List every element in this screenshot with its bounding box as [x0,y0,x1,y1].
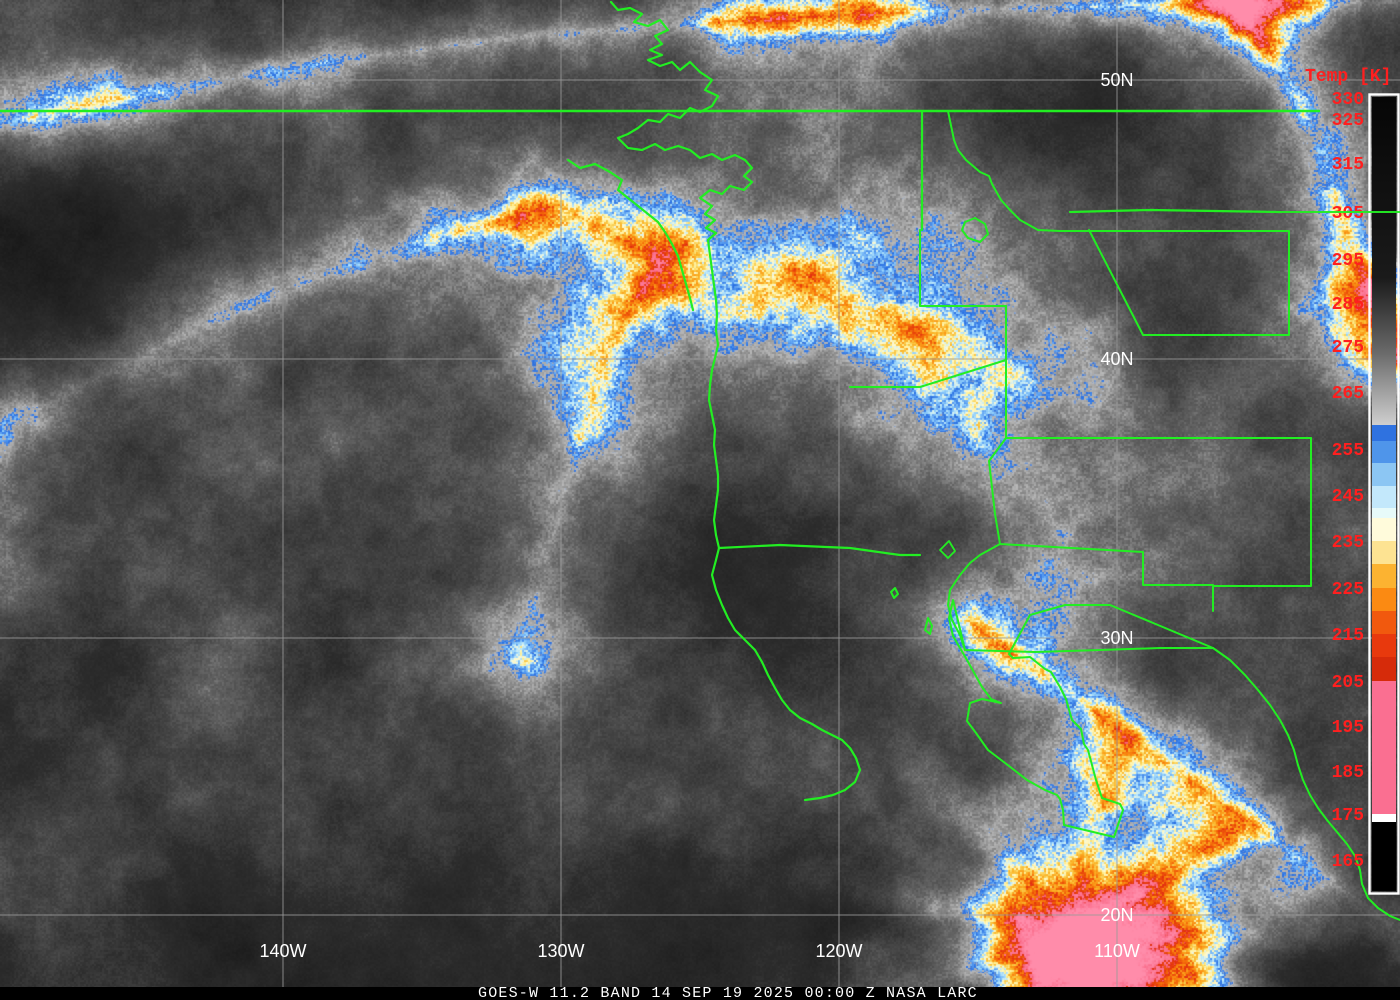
svg-text:110W: 110W [1094,941,1140,961]
svg-text:30N: 30N [1100,628,1133,648]
svg-text:315: 315 [1332,155,1364,175]
svg-text:130W: 130W [537,941,584,961]
svg-text:275: 275 [1332,338,1364,358]
svg-text:50N: 50N [1100,70,1133,90]
svg-text:215: 215 [1332,626,1364,646]
svg-text:330: 330 [1332,90,1364,110]
svg-text:140W: 140W [259,941,306,961]
svg-text:225: 225 [1332,580,1364,600]
svg-text:255: 255 [1332,441,1364,461]
svg-text:295: 295 [1332,251,1364,271]
svg-text:285: 285 [1332,295,1364,315]
svg-text:205: 205 [1332,673,1364,693]
svg-text:325: 325 [1332,111,1364,131]
svg-text:235: 235 [1332,533,1364,553]
svg-text:245: 245 [1332,487,1364,507]
svg-text:265: 265 [1332,384,1364,404]
svg-text:GOES-W 11.2 BAND 14 SEP: GOES-W 11.2 BAND 14 SEP 19 2025 00:00 Z … [478,985,978,1000]
svg-text:120W: 120W [815,941,862,961]
svg-text:195: 195 [1332,718,1364,738]
svg-text:20N: 20N [1100,905,1133,925]
svg-text:175: 175 [1332,806,1364,826]
svg-text:40N: 40N [1100,349,1133,369]
svg-text:Temp [K]: Temp [K] [1305,67,1391,87]
svg-text:305: 305 [1332,204,1364,224]
svg-text:165: 165 [1332,852,1364,872]
svg-text:185: 185 [1332,763,1364,783]
